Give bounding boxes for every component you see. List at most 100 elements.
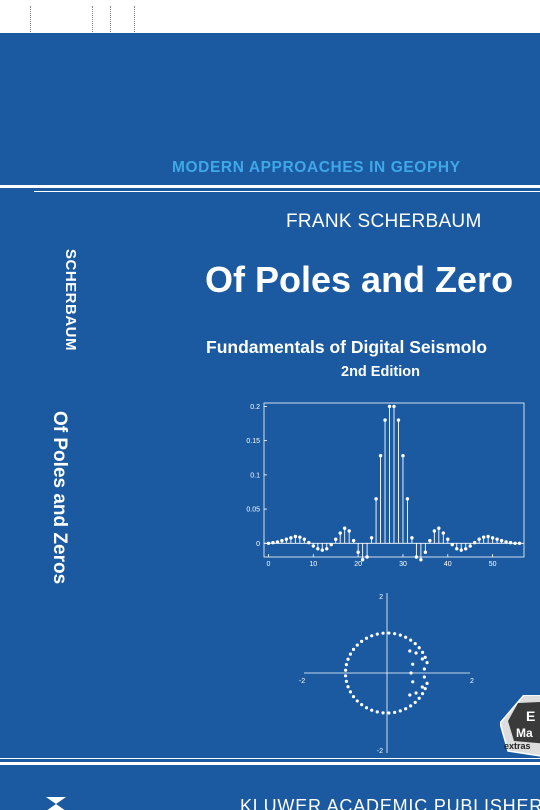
zero-marker <box>417 696 421 700</box>
stem-point <box>419 558 423 562</box>
stem-point <box>517 541 522 546</box>
stem-point <box>365 555 369 559</box>
stem-point <box>383 418 387 422</box>
spine-author: SCHERBAUM <box>62 249 79 351</box>
zero-marker <box>364 706 369 710</box>
pole-marker <box>422 675 426 679</box>
zero-marker <box>370 634 374 638</box>
badge-line-1: E <box>526 708 535 724</box>
pole-marker <box>408 693 412 697</box>
book-cover: MODERN APPROACHES IN GEOPHY SCHERBAUM Of… <box>0 33 540 810</box>
stem-point <box>289 536 293 540</box>
x-tick-label: 50 <box>489 561 497 567</box>
y-tick-label: 0 <box>256 541 260 548</box>
stem-point <box>481 535 486 539</box>
stem-point <box>293 534 298 539</box>
stem-point <box>378 454 383 458</box>
stem-point <box>455 547 459 551</box>
stem-point <box>356 550 360 554</box>
pole-marker <box>408 649 412 653</box>
x-tick-label: 20 <box>354 561 362 567</box>
zero-marker <box>423 687 427 691</box>
stem-point <box>374 497 378 501</box>
x-tick-label: 10 <box>309 561 317 567</box>
stem-point <box>302 537 307 541</box>
zero-marker <box>417 646 421 650</box>
zero-marker <box>344 679 349 683</box>
pole-marker <box>420 685 424 689</box>
zero-marker <box>360 639 364 643</box>
edition-label: 2nd Edition <box>341 364 420 380</box>
stem-point <box>410 536 414 540</box>
plot-frame <box>263 402 525 558</box>
pole-marker <box>411 680 415 684</box>
book-subtitle: Fundamentals of Digital Seismolo <box>206 337 488 357</box>
zero-marker <box>346 657 350 661</box>
zero-marker <box>351 695 356 699</box>
zero-marker <box>387 631 391 635</box>
axis-marker <box>409 671 413 675</box>
stem-point <box>450 542 454 547</box>
stem-point <box>298 535 302 539</box>
zero-marker <box>404 707 408 711</box>
zero-marker <box>425 661 429 665</box>
y-tick-label: 0.15 <box>246 438 260 445</box>
y-tick-label: 0.05 <box>246 507 260 514</box>
pole-marker <box>411 662 415 666</box>
zero-marker <box>375 710 379 714</box>
stem-point <box>428 538 432 543</box>
x-tick-label: 40 <box>444 561 452 567</box>
stem-point <box>459 548 463 552</box>
stem-point <box>401 454 405 458</box>
zero-marker <box>398 709 402 713</box>
zero-marker <box>348 690 353 694</box>
stem-plot: 0 0.05 0.1 0.15 0.2 0 10 20 30 40 50 <box>246 402 525 567</box>
author-name: FRANK SCHERBAUM <box>286 211 482 232</box>
stem-point <box>369 536 374 540</box>
stem-point <box>464 547 468 551</box>
trim-mark <box>92 6 93 32</box>
y-tick-label: 0.1 <box>250 472 260 479</box>
zero-marker <box>364 636 369 640</box>
zero-marker <box>344 668 348 672</box>
stem-point <box>477 537 481 541</box>
stem-point <box>329 542 333 547</box>
zero-marker <box>409 704 413 708</box>
stem-point <box>490 536 495 540</box>
stem-point <box>446 537 450 541</box>
pole-marker <box>414 651 418 655</box>
trim-mark <box>30 6 31 32</box>
pole-marker <box>414 691 418 695</box>
stem-point <box>387 404 392 409</box>
zero-marker <box>413 642 417 646</box>
publisher-logo-icon <box>46 797 66 810</box>
trim-mark <box>134 6 135 32</box>
stem-point <box>499 538 504 543</box>
top-rule-thin <box>34 191 540 192</box>
stem-point <box>316 547 320 551</box>
zero-marker <box>404 635 408 639</box>
stem-point <box>437 526 441 530</box>
zero-marker <box>351 647 356 651</box>
x-tick-label: 2 <box>470 678 474 685</box>
stem-point <box>432 529 437 533</box>
badge-line-3: extras <box>504 741 531 751</box>
stem-point <box>495 537 499 541</box>
stem-point <box>284 537 289 541</box>
zero-marker <box>420 650 425 654</box>
zero-marker <box>370 708 374 712</box>
x-tick-label: 30 <box>399 561 407 567</box>
stem-point <box>508 540 513 545</box>
zero-marker <box>393 632 397 636</box>
zero-marker <box>413 700 417 704</box>
y-tick-label: 2 <box>379 594 383 601</box>
spine-title: Of Poles and Zeros <box>49 411 70 585</box>
stem-point <box>271 540 275 545</box>
zero-marker <box>360 703 364 707</box>
stem-point <box>347 529 351 533</box>
stem-point <box>360 558 365 562</box>
stem-point <box>513 541 517 546</box>
zero-marker <box>346 685 350 689</box>
zero-marker <box>425 681 429 685</box>
bottom-rule <box>0 762 540 765</box>
